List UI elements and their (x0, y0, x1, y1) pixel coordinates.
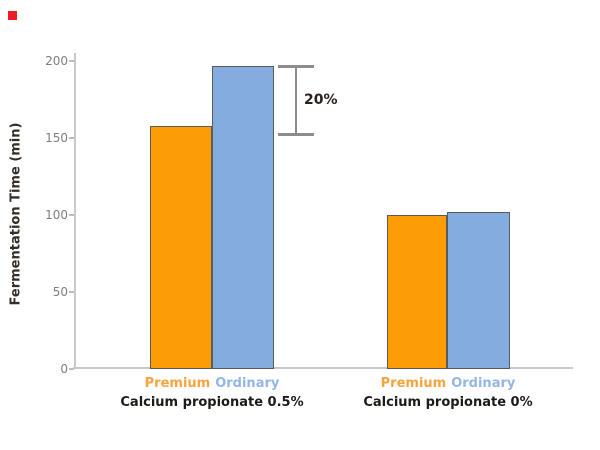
y-tick-label: 200 (45, 54, 68, 68)
bar-ordinary-group1 (212, 65, 274, 369)
red-marker (8, 11, 17, 20)
y-tick-mark (69, 291, 74, 293)
y-tick-label: 100 (45, 208, 68, 222)
legend-label-premium: Premium (380, 376, 447, 391)
x-axis-line (73, 367, 573, 369)
group-caption-1: Calcium propionate 0.5% (120, 395, 304, 410)
legend-label-ordinary: Ordinary (215, 376, 280, 391)
y-tick-label: 0 (60, 362, 68, 376)
legend-group1: Premium Ordinary (145, 376, 280, 391)
y-axis-line (74, 53, 76, 369)
legend-group2: Premium Ordinary (381, 376, 516, 391)
y-tick-label: 150 (45, 131, 68, 145)
bracket-vertical-line (295, 65, 297, 135)
legend-label-premium: Premium (144, 376, 211, 391)
y-tick-mark (69, 60, 74, 62)
y-tick-mark (69, 214, 74, 216)
legend-label-ordinary: Ordinary (451, 376, 516, 391)
y-tick-label: 50 (52, 285, 68, 299)
bar-ordinary-group2 (447, 211, 510, 369)
bar-premium-group2 (387, 215, 447, 369)
bar-premium-group1 (150, 125, 212, 369)
y-tick-mark (69, 137, 74, 139)
difference-percentage-label: 20% (304, 92, 338, 109)
group-caption-2: Calcium propionate 0% (363, 395, 533, 410)
y-tick-mark (69, 368, 74, 370)
